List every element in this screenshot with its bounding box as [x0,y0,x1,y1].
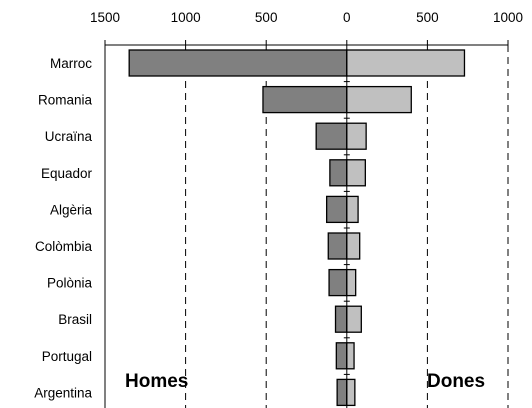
bar-dones [346,49,466,77]
bar-dones [346,85,412,114]
category-label: Ucraïna [45,129,93,144]
bar-dones [346,232,361,260]
series-label-homes: Homes [125,371,188,392]
category-label: Algèria [50,202,93,217]
bar-homes [325,195,348,224]
bar-homes [328,268,348,297]
bars [128,49,466,407]
bar-homes [262,85,348,114]
x-tick-label: 500 [416,10,439,25]
x-tick-label: 0 [343,10,351,25]
bar-dones [346,122,367,150]
bar-homes [335,342,348,370]
category-label: Argentina [34,385,92,400]
labels: 1500 1000 500 0 500 1000 Marroc Romania Ucraïna E… [34,10,523,400]
bar-dones [346,159,366,187]
bar-homes [327,232,348,260]
axes [104,40,509,408]
bar-dones [346,305,362,333]
bar-dones [346,195,359,224]
bar-homes [128,49,348,77]
x-tick-label: 1000 [171,10,201,25]
x-tick-label: 500 [255,10,278,25]
bar-dones [346,268,357,297]
bar-dones [346,342,355,370]
category-label: Portugal [42,349,92,364]
bar-homes [315,122,348,150]
bar-homes [329,159,348,187]
category-label: Marroc [50,56,92,71]
bar-homes [336,378,348,407]
category-label: Colòmbia [35,239,93,254]
category-label: Equador [41,166,93,181]
x-tick-label: 1500 [90,10,120,25]
bar-dones [346,378,356,407]
series-label-dones: Dones [427,371,485,392]
x-tick-label: 1000 [493,10,523,25]
bar-homes [334,305,348,333]
category-label: Brasil [58,312,92,327]
category-label: Romania [38,93,93,108]
category-label: Polònia [47,276,93,291]
